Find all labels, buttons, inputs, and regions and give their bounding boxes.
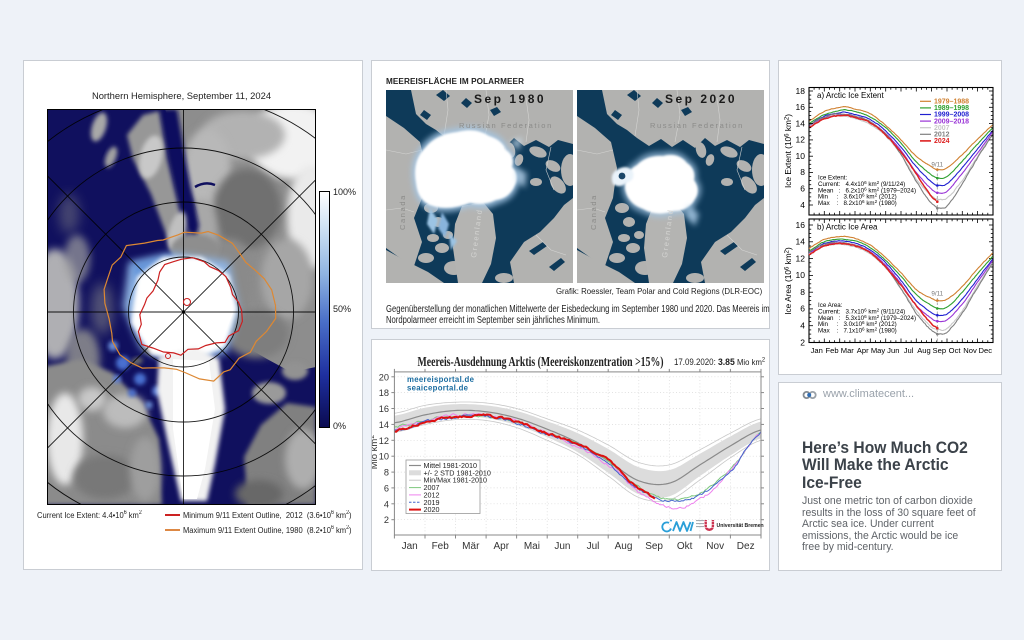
svg-text:2019: 2019 — [424, 498, 440, 507]
svg-text:Aug: Aug — [615, 541, 633, 552]
svg-text:Ice Extent:: Ice Extent: — [818, 175, 848, 182]
svg-text:Sep 2020: Sep 2020 — [665, 92, 737, 106]
svg-text:4: 4 — [800, 200, 805, 210]
svg-text:Mai: Mai — [524, 541, 540, 552]
svg-text:May: May — [871, 346, 886, 355]
svg-text:Min : 3.6x106 km2 (2012): Min : 3.6x106 km2 (2012) — [818, 193, 897, 201]
svg-text:2: 2 — [800, 337, 805, 347]
svg-text:Canada: Canada — [589, 194, 598, 230]
svg-text:16: 16 — [379, 404, 389, 414]
svg-text:Ice Extent (106 km2): Ice Extent (106 km2) — [783, 114, 793, 188]
svg-text:8: 8 — [800, 167, 805, 177]
svg-text:Mean : 6.2x106 km2 (1979–2: Mean : 6.2x106 km2 (1979–2024) — [818, 186, 916, 194]
svg-text:16: 16 — [796, 102, 806, 112]
svg-text:14: 14 — [796, 237, 806, 247]
svg-text:Feb: Feb — [825, 346, 838, 355]
svg-text:Min/Max 1981-2010: Min/Max 1981-2010 — [424, 476, 488, 485]
svg-text:Mean : 5.3x106 km2 (1979–2: Mean : 5.3x106 km2 (1979–2024) — [818, 314, 916, 322]
svg-text:Jan: Jan — [402, 541, 418, 552]
svg-text:Min : 3.0x106 km2 (2012): Min : 3.0x106 km2 (2012) — [818, 320, 897, 328]
svg-text:Oct: Oct — [949, 346, 962, 355]
svg-text:Aug: Aug — [917, 346, 931, 355]
svg-text:1989–1998: 1989–1998 — [934, 105, 969, 112]
svg-text:a) Arctic Ice Extent: a) Arctic Ice Extent — [817, 91, 884, 100]
svg-text:10: 10 — [379, 452, 389, 462]
svg-text:8: 8 — [800, 287, 805, 297]
svg-text:Ice Area:: Ice Area: — [818, 302, 843, 309]
svg-text:4: 4 — [384, 499, 389, 509]
svg-text:Mär: Mär — [462, 541, 480, 552]
svg-text:10: 10 — [796, 151, 806, 161]
svg-text:12: 12 — [796, 135, 806, 145]
svg-text:Jun: Jun — [554, 541, 570, 552]
svg-text:Meereis-Ausdehnung Arktis (Mee: Meereis-Ausdehnung Arktis (Meereiskonzen… — [418, 354, 664, 369]
svg-text:6: 6 — [800, 184, 805, 194]
svg-text:8: 8 — [384, 468, 389, 478]
svg-text:Jul: Jul — [587, 541, 600, 552]
svg-text:14: 14 — [796, 118, 806, 128]
svg-text:b) Arctic Ice Area: b) Arctic Ice Area — [817, 223, 878, 232]
svg-text:Dez: Dez — [737, 541, 755, 552]
svg-text:Sep 1980: Sep 1980 — [474, 92, 546, 106]
svg-text:seaiceportal.de: seaiceportal.de — [407, 384, 469, 393]
svg-text:Current: 4.4x106 km2 (9/11/2: Current: 4.4x106 km2 (9/11/24) — [818, 180, 905, 188]
svg-text:Apr: Apr — [494, 541, 510, 552]
svg-text:Current: 3.7x106 km2 (9/11/2: Current: 3.7x106 km2 (9/11/24) — [818, 307, 905, 315]
svg-text:Max : 8.2x106 km2 (1980): Max : 8.2x106 km2 (1980) — [818, 199, 897, 207]
svg-text:16: 16 — [796, 220, 806, 230]
svg-text:1999–2008: 1999–2008 — [934, 112, 969, 119]
svg-text:Mar: Mar — [841, 346, 855, 355]
svg-text:2007: 2007 — [934, 125, 950, 132]
svg-text:Mittel 1981-2010: Mittel 1981-2010 — [424, 461, 478, 470]
svg-text:2012: 2012 — [934, 132, 950, 139]
svg-text:6: 6 — [800, 304, 805, 314]
svg-text:2012: 2012 — [424, 490, 440, 499]
svg-text:Jan: Jan — [811, 346, 823, 355]
svg-text:Sep: Sep — [645, 541, 663, 552]
svg-text:Feb: Feb — [432, 541, 450, 552]
svg-text:14: 14 — [379, 420, 389, 430]
svg-text:2009–2018: 2009–2018 — [934, 118, 969, 125]
svg-text:meereisportal.de: meereisportal.de — [407, 375, 475, 384]
svg-text:Ice Area (106 km2): Ice Area (106 km2) — [783, 247, 793, 315]
svg-text:12: 12 — [379, 436, 389, 446]
svg-text:9/11: 9/11 — [931, 291, 943, 298]
svg-text:Apr: Apr — [857, 346, 869, 355]
svg-text:17.09.2020: 3.85 Mio km2: 17.09.2020: 3.85 Mio km2 — [674, 356, 766, 367]
svg-text:Jun: Jun — [887, 346, 899, 355]
svg-text:+/- 2 STD 1981-2010: +/- 2 STD 1981-2010 — [424, 468, 491, 477]
svg-text:Russian Federation: Russian Federation — [459, 121, 553, 130]
svg-text:1979–1988: 1979–1988 — [934, 99, 969, 106]
svg-text:Nov: Nov — [963, 346, 977, 355]
svg-text:Jul: Jul — [904, 346, 914, 355]
svg-text:Mio km2: Mio km2 — [372, 435, 380, 470]
svg-text:Dec: Dec — [979, 346, 993, 355]
svg-text:18: 18 — [796, 86, 806, 96]
svg-text:2024: 2024 — [934, 138, 950, 145]
svg-text:18: 18 — [379, 388, 389, 398]
svg-text:10: 10 — [796, 270, 806, 280]
svg-text:Okt: Okt — [677, 541, 693, 552]
svg-text:6: 6 — [384, 483, 389, 493]
svg-text:12: 12 — [796, 253, 806, 263]
svg-text:Nov: Nov — [706, 541, 724, 552]
svg-text:9/11: 9/11 — [931, 162, 943, 169]
svg-text:Canada: Canada — [398, 194, 407, 230]
svg-text:2: 2 — [384, 515, 389, 525]
svg-text:2007: 2007 — [424, 483, 440, 492]
svg-text:20: 20 — [379, 372, 389, 382]
svg-text:Universität Bremen: Universität Bremen — [717, 523, 764, 529]
svg-text:4: 4 — [800, 321, 805, 331]
svg-text:Max : 7.1x106 km2 (1980): Max : 7.1x106 km2 (1980) — [818, 327, 897, 335]
svg-text:2020: 2020 — [424, 505, 440, 514]
svg-text:Sep: Sep — [933, 346, 947, 355]
svg-text:Russian Federation: Russian Federation — [650, 121, 744, 130]
